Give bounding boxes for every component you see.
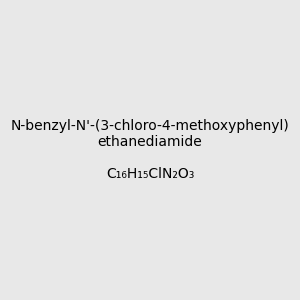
Text: N-benzyl-N'-(3-chloro-4-methoxyphenyl)
ethanediamide

C₁₆H₁₅ClN₂O₃: N-benzyl-N'-(3-chloro-4-methoxyphenyl) e… (11, 119, 290, 181)
